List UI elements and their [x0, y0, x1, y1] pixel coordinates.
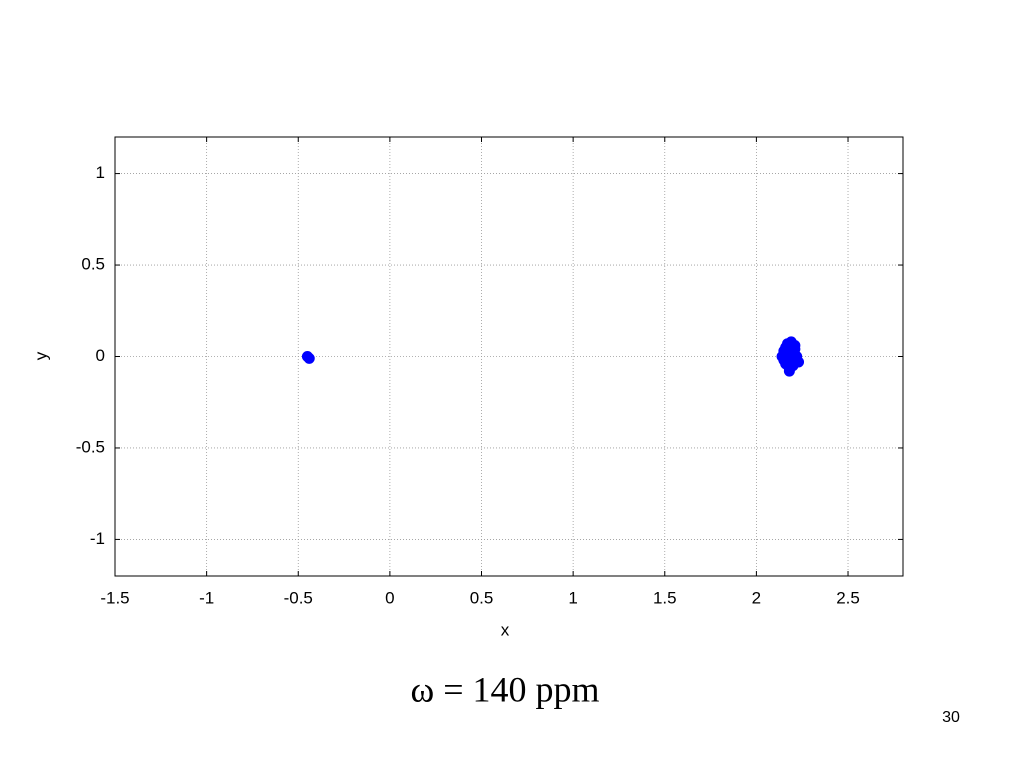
y-tick-label: -1 [90, 529, 105, 548]
x-axis-label: x [501, 620, 510, 639]
y-axis-label: y [31, 351, 50, 360]
x-tick-label: -0.5 [284, 588, 313, 607]
page-number: 30 [942, 709, 960, 726]
x-tick-label: -1.5 [100, 588, 129, 607]
y-tick-label: 0.5 [81, 255, 105, 274]
x-tick-label: 2.5 [836, 588, 860, 607]
x-tick-label: 2 [752, 588, 761, 607]
scatter-point [303, 352, 315, 364]
scatter-point [783, 365, 795, 377]
x-tick-label: 1.5 [653, 588, 677, 607]
x-tick-label: 0 [385, 588, 394, 607]
y-tick-label: 0 [96, 346, 105, 365]
y-tick-label: -0.5 [76, 437, 105, 456]
caption: ω = 140 ppm [411, 669, 600, 709]
x-tick-label: 1 [568, 588, 577, 607]
plot-frame [114, 136, 904, 577]
scatter-point [783, 343, 795, 355]
x-tick-label: -1 [199, 588, 214, 607]
scatter-point [776, 351, 788, 362]
x-tick-label: 0.5 [470, 588, 494, 607]
scatter-point [793, 356, 805, 368]
y-tick-label: 1 [96, 163, 105, 182]
